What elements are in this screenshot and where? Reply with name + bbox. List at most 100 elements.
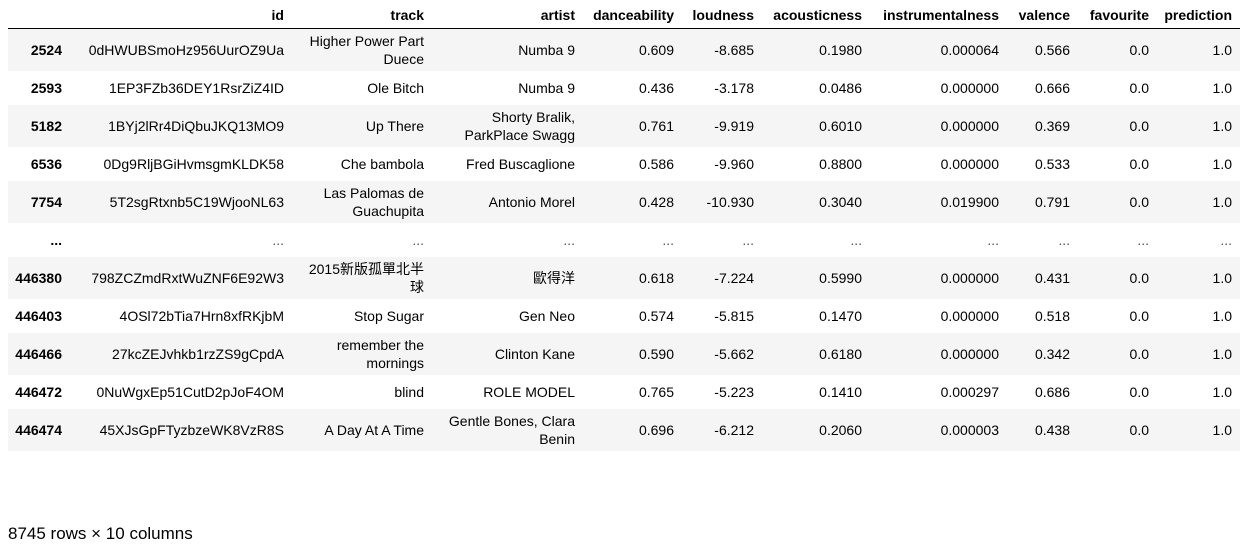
cell-prediction: 1.0 <box>1212 155 1232 172</box>
table-row: 6536 0Dg9RljBGiHvmsgmKLDK58 Che bambola Fre… <box>8 146 1240 181</box>
cell-artist: ... <box>563 231 575 248</box>
cell-instrumentalness: 0.000297 <box>940 383 999 400</box>
row-index: 5182 <box>30 117 62 134</box>
cell-acousticness: 0.6180 <box>819 345 862 362</box>
cell-artist: Gen Neo <box>518 307 575 324</box>
cell-prediction: 1.0 <box>1212 421 1232 438</box>
cell-artist: 歐得洋 <box>533 269 575 286</box>
cell-acousticness: 0.1470 <box>819 307 862 324</box>
cell-id: 4OSl72bTia7Hrn8xfRKjbM <box>119 307 284 324</box>
cell-prediction: ... <box>1220 231 1232 248</box>
cell-danceability: 0.436 <box>638 79 674 96</box>
cell-acousticness: 0.1980 <box>819 41 862 58</box>
header-acousticness: acousticness <box>762 0 870 29</box>
row-index: 446403 <box>15 307 62 324</box>
cell-valence: 0.438 <box>1034 421 1070 438</box>
cell-track: Higher Power Part Duece <box>309 32 424 67</box>
header-loudness: loudness <box>682 0 762 29</box>
cell-prediction: 1.0 <box>1212 383 1232 400</box>
table-row: 7754 5T2sgRtxnb5C19WjooNL63 Las Palomas de… <box>8 180 1240 223</box>
cell-loudness: -10.930 <box>706 193 754 210</box>
cell-instrumentalness: 0.019900 <box>940 193 999 210</box>
table-header: id track artist danceability loudness ac… <box>8 0 1240 29</box>
header-prediction: prediction <box>1157 0 1240 29</box>
cell-instrumentalness: ... <box>987 231 999 248</box>
cell-instrumentalness: 0.000000 <box>940 155 999 172</box>
cell-artist: Gentle Bones, Clara Benin <box>448 412 575 447</box>
row-index: 446472 <box>15 383 62 400</box>
ellipsis-row: ................................. <box>8 222 1240 257</box>
cell-valence: 0.566 <box>1034 41 1070 58</box>
table-row: 2524 0dHWUBSmoHz956UurOZ9Ua Higher Power P… <box>8 28 1240 71</box>
row-index: 2593 <box>30 79 62 96</box>
cell-id: 27kcZEJvhkb1rzZS9gCpdA <box>112 345 284 362</box>
cell-acousticness: 0.0486 <box>819 79 862 96</box>
header-favourite: favourite <box>1078 0 1157 29</box>
cell-prediction: 1.0 <box>1212 41 1232 58</box>
cell-artist: Clinton Kane <box>494 345 575 362</box>
cell-prediction: 1.0 <box>1212 269 1232 286</box>
table-row: 446472 0NuWgxEp51CutD2pJoF4OM blind ROLE MO… <box>8 374 1240 409</box>
cell-danceability: 0.428 <box>638 193 674 210</box>
cell-loudness: -8.685 <box>714 41 754 58</box>
cell-artist: Shorty Bralik, ParkPlace Swagg <box>464 108 575 143</box>
cell-loudness: ... <box>742 231 754 248</box>
cell-id: 0dHWUBSmoHz956UurOZ9Ua <box>88 41 284 58</box>
cell-instrumentalness: 0.000000 <box>940 345 999 362</box>
cell-danceability: 0.609 <box>638 41 674 58</box>
row-index: 6536 <box>30 155 62 172</box>
table-row: 446403 4OSl72bTia7Hrn8xfRKjbM Stop Sugar Ge… <box>8 298 1240 333</box>
cell-valence: 0.518 <box>1034 307 1070 324</box>
cell-track: Che bambola <box>340 155 424 172</box>
row-index: 446466 <box>15 345 62 362</box>
cell-acousticness: 0.5990 <box>819 269 862 286</box>
table-body: 2524 0dHWUBSmoHz956UurOZ9Ua Higher Power P… <box>8 28 1240 451</box>
cell-acousticness: 0.8800 <box>819 155 862 172</box>
cell-valence: 0.431 <box>1034 269 1070 286</box>
cell-loudness: -3.178 <box>714 79 754 96</box>
cell-loudness: -5.223 <box>714 383 754 400</box>
cell-id: 1BYj2lRr4DiQbuJKQ13MO9 <box>108 117 284 134</box>
cell-track: 2015新版孤單北半球 <box>308 260 424 295</box>
cell-loudness: -5.815 <box>714 307 754 324</box>
cell-favourite: 0.0 <box>1129 269 1149 286</box>
cell-track: Stop Sugar <box>353 307 424 324</box>
cell-favourite: 0.0 <box>1129 117 1149 134</box>
cell-danceability: ... <box>662 231 674 248</box>
cell-track: ... <box>412 231 424 248</box>
cell-track: Up There <box>365 117 424 134</box>
header-track: track <box>292 0 432 29</box>
cell-prediction: 1.0 <box>1212 345 1232 362</box>
cell-favourite: ... <box>1137 231 1149 248</box>
cell-artist: Numba 9 <box>518 41 575 58</box>
cell-danceability: 0.761 <box>638 117 674 134</box>
row-index: 446380 <box>15 269 62 286</box>
cell-favourite: 0.0 <box>1129 155 1149 172</box>
cell-prediction: 1.0 <box>1212 193 1232 210</box>
cell-valence: 0.666 <box>1034 79 1070 96</box>
cell-track: Ole Bitch <box>367 79 424 96</box>
cell-danceability: 0.590 <box>638 345 674 362</box>
cell-instrumentalness: 0.000000 <box>940 79 999 96</box>
cell-id: 5T2sgRtxnb5C19WjooNL63 <box>109 193 284 210</box>
header-artist: artist <box>432 0 583 29</box>
header-index <box>8 0 70 29</box>
table-row: 446466 27kcZEJvhkb1rzZS9gCpdA remember the… <box>8 332 1240 375</box>
cell-loudness: -9.919 <box>714 117 754 134</box>
cell-acousticness: 0.1410 <box>819 383 862 400</box>
row-index: 7754 <box>30 193 62 210</box>
cell-valence: 0.686 <box>1034 383 1070 400</box>
cell-track: Las Palomas de Guachupita <box>323 184 424 219</box>
cell-track: A Day At A Time <box>324 421 424 438</box>
cell-track: remember the mornings <box>336 336 424 371</box>
cell-favourite: 0.0 <box>1129 79 1149 96</box>
cell-id: 0NuWgxEp51CutD2pJoF4OM <box>96 383 284 400</box>
cell-danceability: 0.586 <box>638 155 674 172</box>
header-danceability: danceability <box>583 0 682 29</box>
cell-track: blind <box>394 383 424 400</box>
table-row: 446474 45XJsGpFTyzbzeWK8VzR8S A Day At A T… <box>8 408 1240 451</box>
cell-instrumentalness: 0.000000 <box>940 117 999 134</box>
cell-favourite: 0.0 <box>1129 41 1149 58</box>
cell-valence: 0.369 <box>1034 117 1070 134</box>
cell-instrumentalness: 0.000003 <box>940 421 999 438</box>
